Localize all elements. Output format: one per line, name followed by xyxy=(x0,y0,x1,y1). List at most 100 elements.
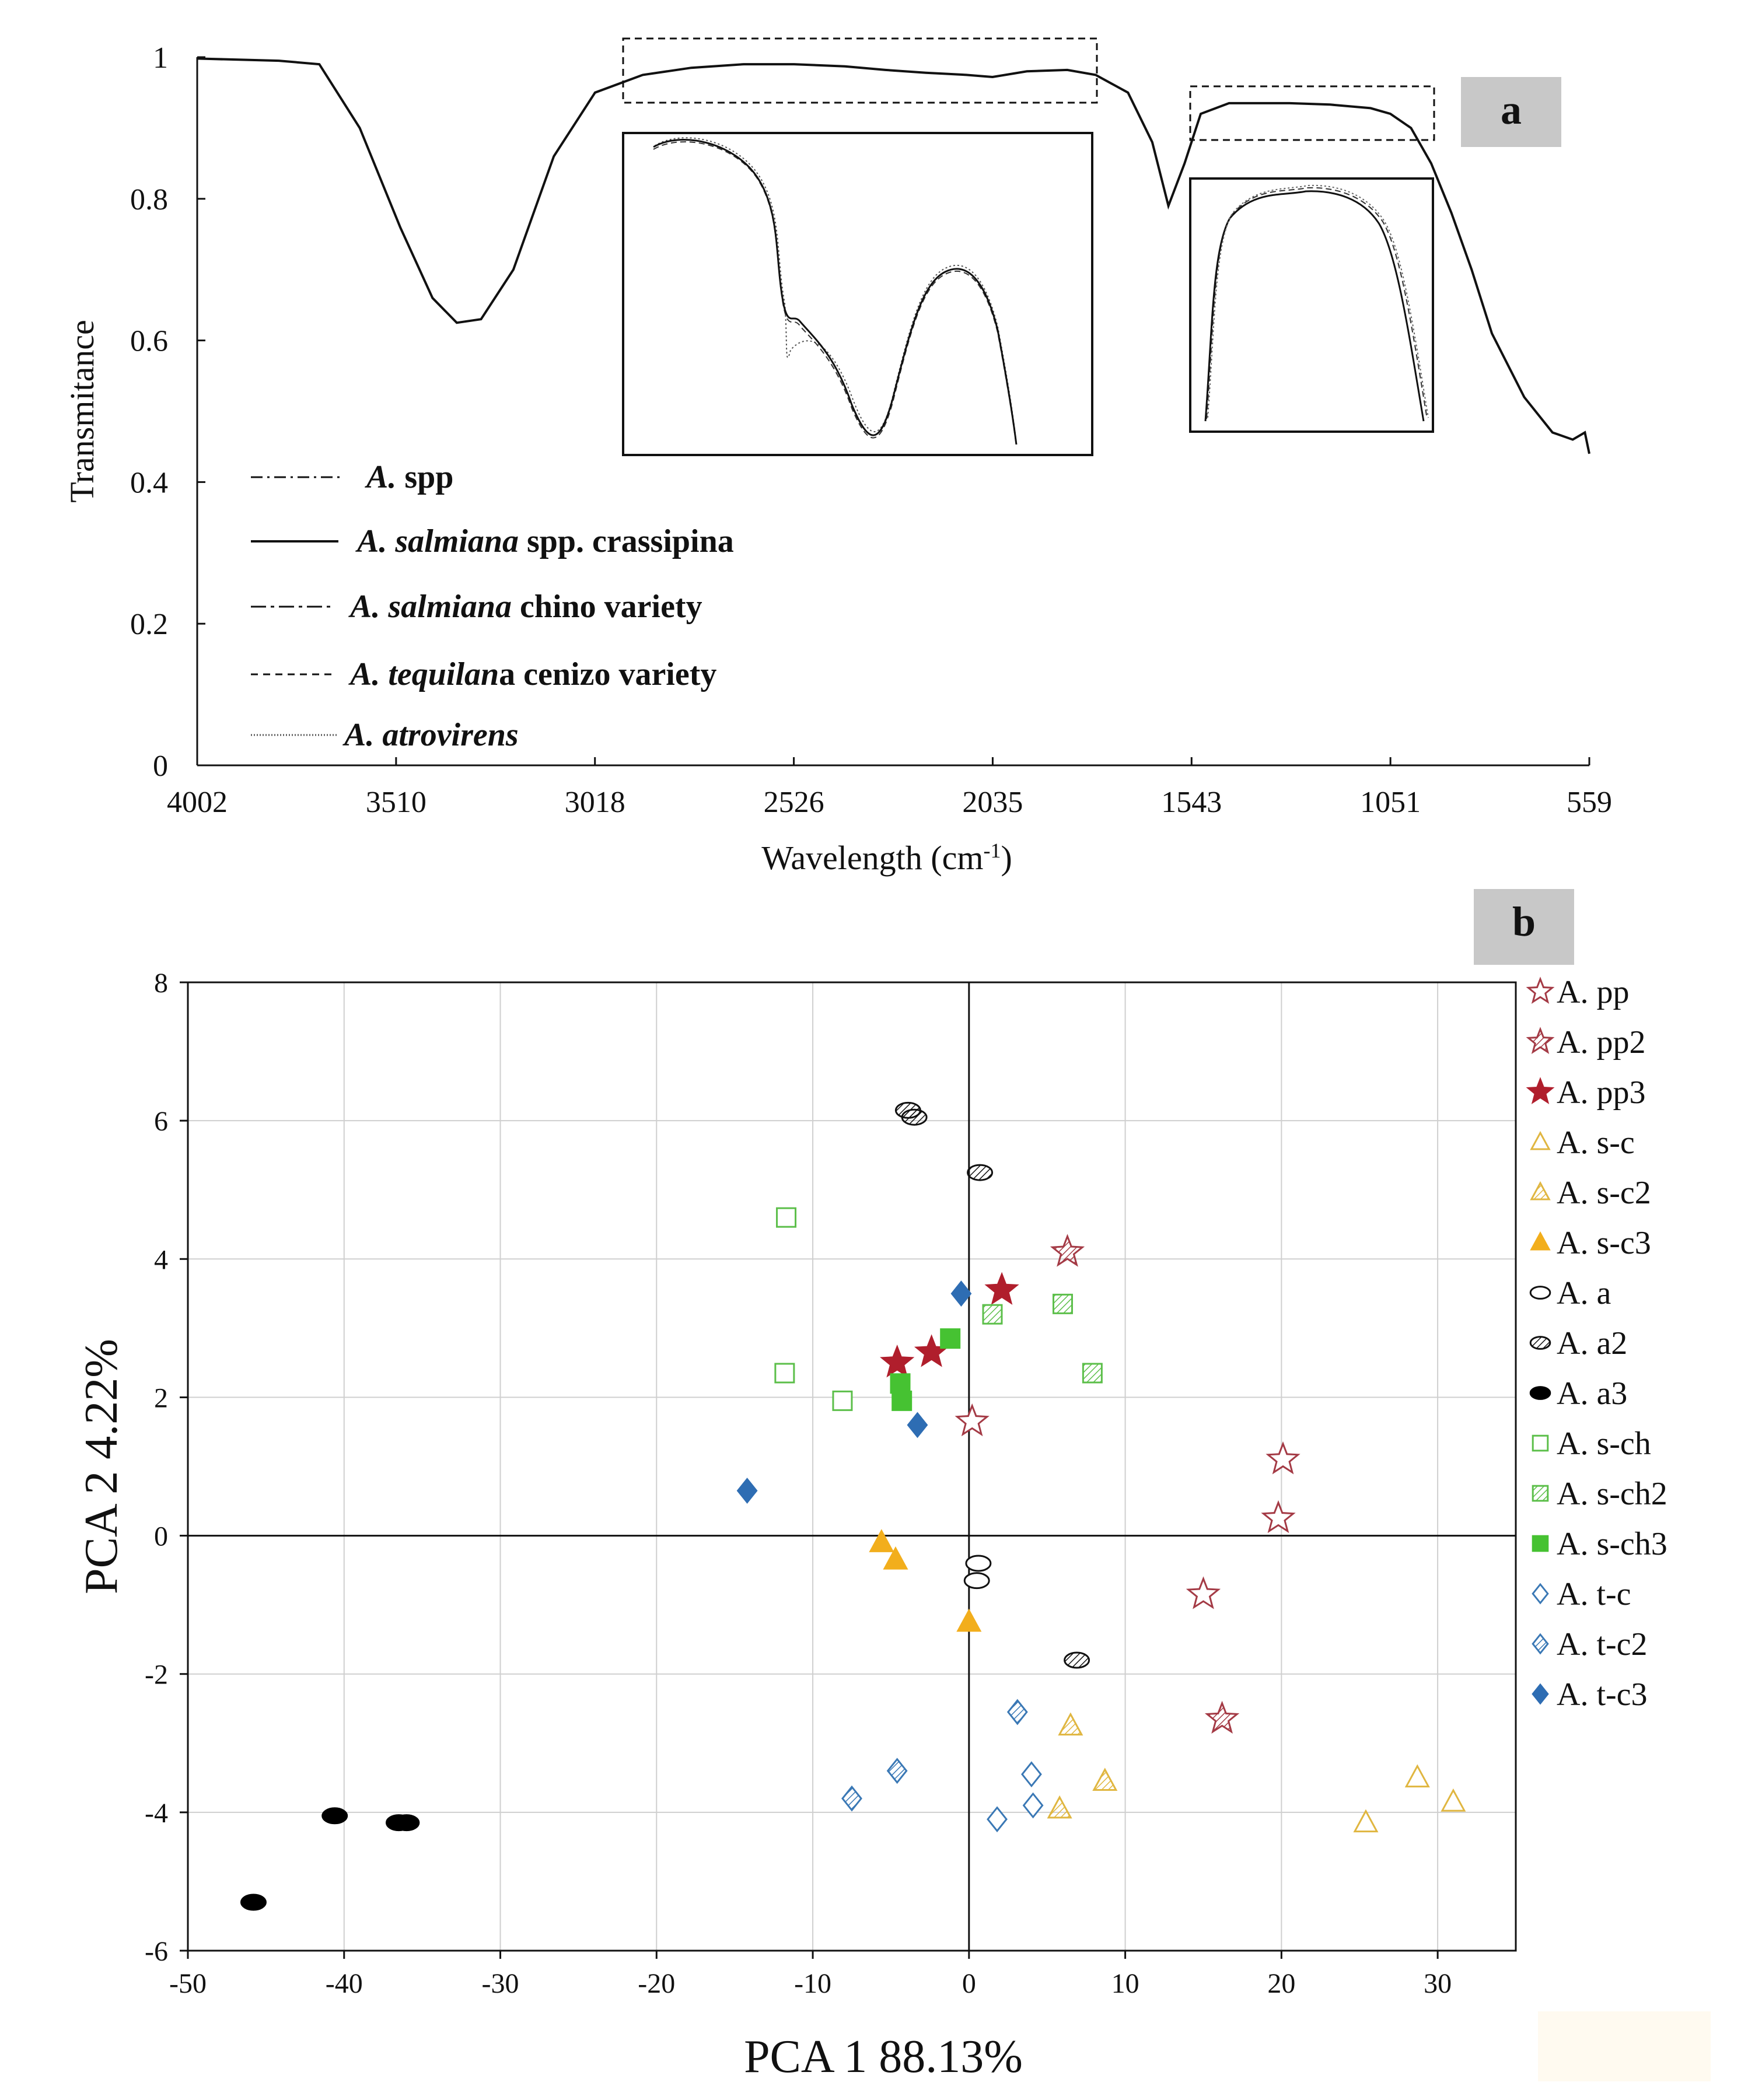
inset-2-frame xyxy=(1189,177,1434,433)
data-point xyxy=(940,1328,961,1349)
legend-marker xyxy=(1526,977,1555,1004)
data-point xyxy=(1261,1500,1296,1534)
legend-marker xyxy=(1529,1336,1551,1350)
legend-label: A. t-c3 xyxy=(1557,1676,1648,1713)
data-point xyxy=(907,1412,928,1438)
data-point xyxy=(736,1478,758,1504)
data-point xyxy=(956,1608,982,1632)
legend-label: A. s-c2 xyxy=(1557,1175,1651,1211)
data-point xyxy=(1058,1712,1083,1736)
data-point xyxy=(240,1894,267,1911)
data-point xyxy=(982,1304,1003,1325)
panel-b-y-tick-label: 4 xyxy=(154,1244,168,1275)
data-point xyxy=(841,1785,862,1812)
legend-label-salmiana-crassipina: A. salmiana spp. crassipina xyxy=(355,523,734,559)
inset-1-line-solid xyxy=(653,139,1018,445)
spectrum-line-main xyxy=(197,57,1590,454)
data-point xyxy=(1265,1441,1300,1475)
inset-2-line-solid xyxy=(1204,190,1425,422)
inset-1-frame xyxy=(622,132,1093,456)
data-point xyxy=(1047,1795,1072,1819)
legend-label: A. s-ch3 xyxy=(1557,1526,1667,1562)
legend-marker xyxy=(1530,1130,1551,1150)
data-point xyxy=(987,1806,1008,1833)
data-point xyxy=(950,1280,972,1307)
data-point xyxy=(1353,1809,1379,1833)
legend-marker xyxy=(1529,1386,1551,1400)
legend-label: A. a2 xyxy=(1557,1325,1627,1362)
data-point xyxy=(883,1546,908,1570)
panel-b-x-tick-label: 20 xyxy=(1267,1968,1295,1999)
inset-1-line-dashed xyxy=(653,141,1017,447)
data-point xyxy=(1186,1576,1221,1609)
data-point xyxy=(1050,1234,1085,1267)
panel-b-points xyxy=(240,1101,1466,1911)
panel-b-y-tick-label: 8 xyxy=(154,968,168,999)
panel-a-y-tick-label: 0.6 xyxy=(130,325,168,358)
panel-b-label-box xyxy=(1474,889,1574,965)
legend-marker xyxy=(1532,1633,1549,1655)
panel-a-y-tick-label: 0.8 xyxy=(130,183,168,216)
panel-a-x-tick-label: 3018 xyxy=(565,786,625,819)
legend-label-atrovirens: A. atrovirens xyxy=(342,717,519,753)
data-point xyxy=(1082,1363,1103,1384)
panel-a-label: a xyxy=(1501,86,1522,133)
inset-2-line-dotted xyxy=(1207,184,1429,418)
data-point xyxy=(890,1373,911,1394)
data-point xyxy=(886,1758,908,1784)
data-point xyxy=(1021,1761,1042,1788)
panel-a-y-tick-label: 1 xyxy=(153,41,168,75)
panel-b-x-tick-label: -20 xyxy=(638,1968,675,1999)
panel-a-label-box xyxy=(1461,77,1561,147)
panel-a-x-tick-label: 4002 xyxy=(167,786,228,819)
legend-label: A. a xyxy=(1557,1275,1611,1311)
zoom-region-box-2 xyxy=(1189,85,1435,141)
data-point xyxy=(984,1272,1019,1305)
legend-marker xyxy=(1532,1583,1549,1605)
legend-label: A. s-ch2 xyxy=(1557,1476,1667,1512)
panel-a-x-tick-label: 2035 xyxy=(962,786,1023,819)
data-point xyxy=(1064,1651,1090,1669)
data-point xyxy=(880,1344,915,1378)
legend-marker xyxy=(1532,1683,1549,1705)
legend-marker xyxy=(1530,1231,1551,1251)
panel-b-y-tick-label: 6 xyxy=(154,1106,168,1137)
legend-label: A. t-c xyxy=(1557,1576,1631,1612)
data-point xyxy=(1052,1293,1073,1314)
panel-b-y-tick-label: -4 xyxy=(145,1798,168,1829)
panel-b-x-tick-label: 30 xyxy=(1424,1968,1452,1999)
panel-b-y-label: PCA 2 4.22% xyxy=(76,1339,127,1594)
data-point xyxy=(869,1529,894,1552)
legend-label-salmiana-chino: A. salmiana chino variety xyxy=(348,589,702,625)
data-point xyxy=(1022,1792,1044,1819)
legend-label: A. s-ch xyxy=(1557,1426,1651,1462)
data-point xyxy=(955,1403,990,1437)
data-point xyxy=(1092,1768,1118,1791)
legend-marker xyxy=(1532,1535,1549,1552)
panel-b-y-tick-label: -6 xyxy=(145,1936,168,1967)
panel-b-label: b xyxy=(1512,898,1536,945)
legend-marker xyxy=(1526,1077,1555,1104)
legend-marker xyxy=(1529,1286,1551,1300)
panel-a-y-ticks: 0 0.2 0.4 0.6 0.8 1 xyxy=(130,41,205,783)
panel-b-x-tick-label: -10 xyxy=(794,1968,831,1999)
panel-b-x-label: PCA 1 88.13% xyxy=(744,2031,1023,2082)
data-point xyxy=(774,1363,795,1384)
panel-a-x-tick-label: 1543 xyxy=(1161,786,1222,819)
legend-label: A. s-c3 xyxy=(1557,1225,1651,1261)
legend-label: A. s-c xyxy=(1557,1125,1635,1161)
data-point xyxy=(832,1390,853,1411)
panel-a-y-label: Transmitance xyxy=(63,320,101,503)
panel-b-x-tick-label: 10 xyxy=(1111,1968,1139,1999)
data-point xyxy=(1404,1764,1430,1788)
panel-a-x-ticks: 4002 3510 3018 2526 2035 1543 1051 559 xyxy=(167,757,1612,819)
panel-a-legend: A. spp A. salmiana spp. crassipina A. sa… xyxy=(251,459,734,753)
data-point xyxy=(1204,1700,1240,1734)
legend-label: A. a3 xyxy=(1557,1376,1627,1412)
data-point xyxy=(965,1555,992,1572)
panel-b-y-tick-label: -2 xyxy=(145,1660,168,1690)
panel-b-plot-frame xyxy=(187,981,1517,1952)
panel-a-x-label: Wavelength (cm-1) xyxy=(761,839,1012,877)
